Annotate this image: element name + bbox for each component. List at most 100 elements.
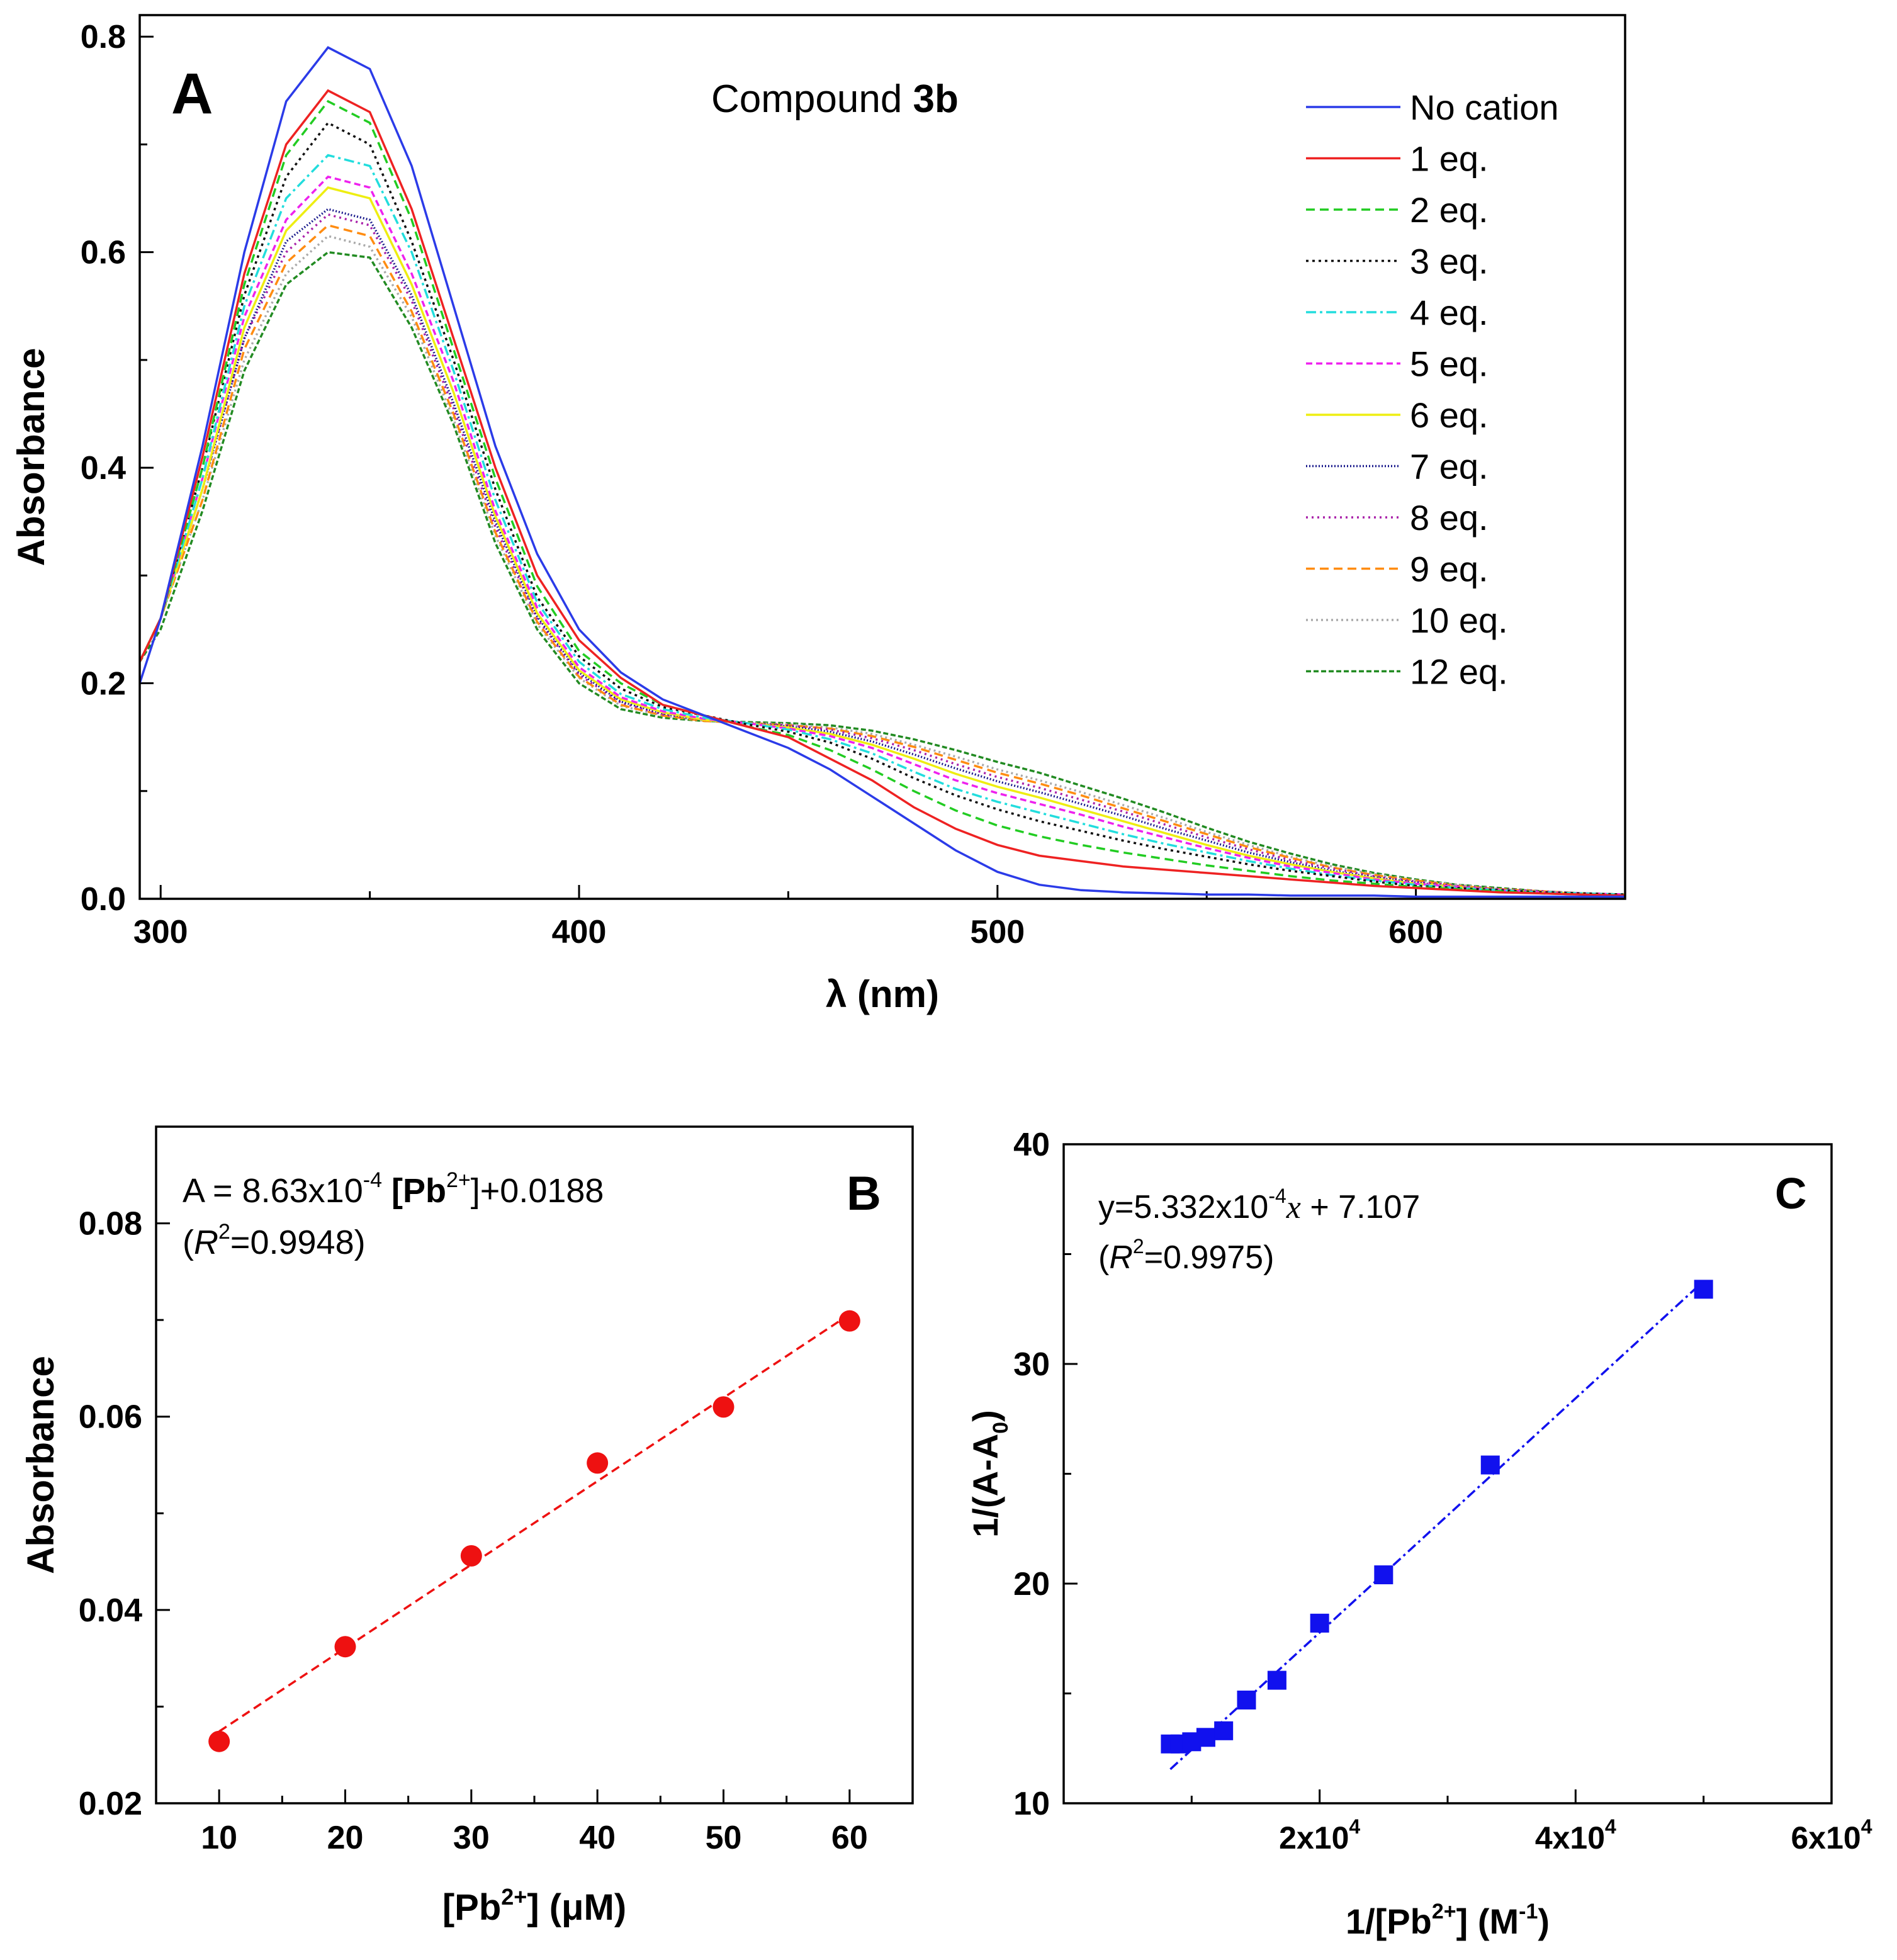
- r2-superscript: 2: [218, 1220, 230, 1244]
- x-tick-label-b: 60: [831, 1820, 868, 1856]
- series-line: [140, 154, 1625, 896]
- xlabel-superscript: 2+: [501, 1884, 527, 1910]
- data-point: [1480, 1455, 1500, 1475]
- r2-symbol: R: [194, 1224, 218, 1261]
- series-line: [140, 186, 1625, 896]
- series-line: [140, 251, 1625, 896]
- panel-a-chart: 300 400 500 600 0.0 0.2 0.4 0.6 0.8 A Compound 3b N…: [10, 14, 1626, 1015]
- data-point: [1374, 1565, 1393, 1585]
- xlabel-text: 1/[Pb: [1346, 1901, 1432, 1941]
- x-tick-label-c: 6x104: [1791, 1815, 1872, 1856]
- tick-superscript: 4: [1861, 1815, 1872, 1838]
- plot-frame-b: [155, 1125, 914, 1805]
- y-axis-title-b: Absorbance: [20, 1356, 62, 1574]
- series-line: [140, 46, 1625, 898]
- y-tick-label-b: 0.02: [79, 1786, 142, 1822]
- series-line: [140, 223, 1625, 896]
- legend-label: 5 eq.: [1410, 344, 1489, 384]
- data-point: [1267, 1670, 1286, 1690]
- r-squared-c: (R2=0.9975): [1098, 1235, 1274, 1276]
- data-point: [1310, 1613, 1329, 1633]
- series-line: [140, 235, 1625, 896]
- eq-text: y=5.332x10: [1098, 1189, 1268, 1225]
- ylabel-text: 1/(A-A: [965, 1434, 1005, 1538]
- eq-superscript: 2+: [446, 1168, 471, 1192]
- y-axis-title-c: 1/(A-A0): [965, 1410, 1013, 1537]
- xlabel-superscript: -1: [1519, 1900, 1538, 1923]
- panel-b-chart: 10 20 30 40 50 60 0.02 0.04 0.06 0.08 A = 8.63x10-…: [20, 1125, 914, 1928]
- data-point: [208, 1730, 230, 1752]
- tick-superscript: 4: [1349, 1815, 1360, 1838]
- legend-label: 7 eq.: [1410, 447, 1489, 487]
- y-tick-label-c: 20: [1013, 1566, 1050, 1602]
- legend-label: 4 eq.: [1410, 293, 1489, 332]
- y-tick-label-a: 0.6: [81, 235, 126, 271]
- tick-text: 4x10: [1535, 1820, 1605, 1856]
- y-tick-label-b: 0.06: [79, 1399, 142, 1436]
- data-point: [1196, 1728, 1215, 1747]
- x-tick-label-b: 10: [201, 1820, 237, 1856]
- y-tick-label-a: 0.2: [81, 666, 126, 702]
- x-axis-title-c: 1/[Pb2+] (M-1): [1346, 1900, 1550, 1941]
- y-tick-label-a: 0.4: [81, 450, 126, 487]
- y-tick-label-b: 0.04: [79, 1592, 142, 1629]
- fit-equation-b: A = 8.63x10-4 [Pb2+]+0.0188: [183, 1168, 604, 1210]
- fit-line-b: [218, 1313, 850, 1733]
- data-point: [334, 1636, 356, 1658]
- xlabel-text: ): [1538, 1901, 1550, 1941]
- r2-text: (: [183, 1224, 194, 1261]
- xlabel-text: ] (μM): [527, 1887, 626, 1928]
- x-tick-label-b: 30: [453, 1820, 490, 1856]
- data-point: [1214, 1721, 1234, 1740]
- data-point: [838, 1310, 860, 1332]
- y-tick-label-c: 10: [1013, 1786, 1050, 1822]
- y-tick-label-c: 40: [1013, 1127, 1050, 1163]
- eq-superscript: -4: [1268, 1185, 1286, 1207]
- legend-label: 12 eq.: [1410, 652, 1508, 692]
- data-point: [1237, 1690, 1256, 1709]
- data-point: [712, 1396, 735, 1418]
- panel-label-b: B: [847, 1167, 881, 1220]
- x-tick-label-a: 500: [970, 914, 1025, 950]
- y-tick-label-c: 30: [1013, 1346, 1050, 1383]
- plot-frame-a: [138, 14, 1626, 900]
- title-text: Compound: [711, 77, 913, 121]
- fit-equation-c: y=5.332x10-4x + 7.107: [1098, 1185, 1420, 1225]
- eq-superscript: -4: [363, 1168, 382, 1192]
- y-axis-title-a: Absorbance: [10, 348, 52, 566]
- r-squared-b: (R2=0.9948): [183, 1220, 366, 1261]
- x-tick-label-b: 50: [706, 1820, 742, 1856]
- tick-text: 6x10: [1791, 1820, 1860, 1856]
- r2-text: (: [1098, 1239, 1110, 1276]
- r2-superscript: 2: [1133, 1235, 1144, 1258]
- eq-text: ]+0.0188: [471, 1172, 604, 1210]
- xlabel-text: ] (M: [1456, 1901, 1519, 1941]
- xlabel-text: [Pb: [442, 1887, 501, 1928]
- eq-text: A = 8.63x10: [183, 1172, 363, 1210]
- series-line: [140, 99, 1625, 897]
- series-line: [140, 89, 1625, 897]
- r2-text: =0.9948): [230, 1224, 366, 1261]
- series-line: [140, 121, 1625, 896]
- r2-text: =0.9975): [1144, 1239, 1275, 1276]
- x-tick-label-a: 300: [133, 914, 188, 950]
- x-axis-title-a: λ (nm): [826, 973, 939, 1015]
- x-axis-title-b: [Pb2+] (μM): [442, 1884, 626, 1928]
- legend-label: 1 eq.: [1410, 139, 1489, 179]
- tick-text: 2x10: [1279, 1820, 1349, 1856]
- series-line: [140, 208, 1625, 896]
- legend-label: No cation: [1410, 87, 1559, 127]
- eq-text: + 7.107: [1301, 1189, 1420, 1225]
- eq-text: [Pb: [382, 1172, 446, 1210]
- r2-symbol: R: [1109, 1239, 1133, 1276]
- x-tick-label-c: 4x104: [1535, 1815, 1616, 1856]
- y-tick-label-a: 0.0: [81, 881, 126, 918]
- legend-label: 6 eq.: [1410, 395, 1489, 435]
- ylabel-text: ): [965, 1410, 1005, 1422]
- panel-label-a: A: [171, 62, 213, 126]
- title-compound-id: 3b: [913, 77, 959, 121]
- series-line: [140, 213, 1625, 896]
- plot-frame-c: [1062, 1143, 1833, 1805]
